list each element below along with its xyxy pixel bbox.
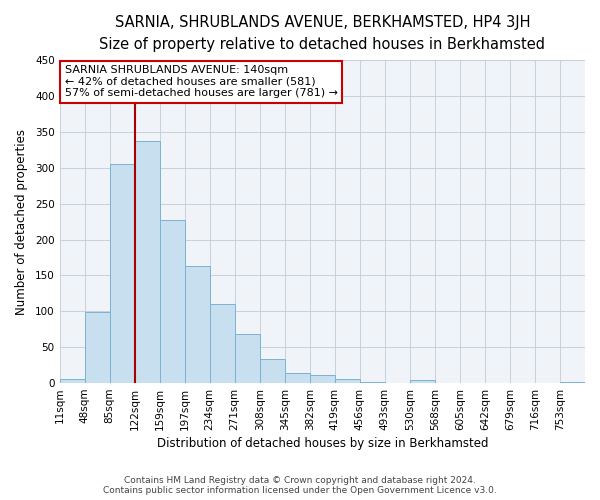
Bar [335, 380, 360, 383]
Bar [134, 140, 160, 383]
Bar [185, 266, 209, 383]
Text: SARNIA SHRUBLANDS AVENUE: 140sqm
← 42% of detached houses are smaller (581)
57% : SARNIA SHRUBLANDS AVENUE: 140sqm ← 42% o… [65, 65, 338, 98]
X-axis label: Distribution of detached houses by size in Berkhamsted: Distribution of detached houses by size … [157, 437, 488, 450]
Bar [160, 220, 185, 383]
Title: SARNIA, SHRUBLANDS AVENUE, BERKHAMSTED, HP4 3JH
Size of property relative to det: SARNIA, SHRUBLANDS AVENUE, BERKHAMSTED, … [99, 15, 545, 52]
Text: Contains HM Land Registry data © Crown copyright and database right 2024.
Contai: Contains HM Land Registry data © Crown c… [103, 476, 497, 495]
Y-axis label: Number of detached properties: Number of detached properties [15, 128, 28, 314]
Bar [360, 382, 385, 383]
Bar [85, 312, 110, 383]
Bar [59, 380, 85, 383]
Bar [310, 375, 335, 383]
Bar [285, 373, 310, 383]
Bar [410, 380, 435, 383]
Bar [235, 334, 260, 383]
Bar [110, 164, 134, 383]
Bar [560, 382, 585, 383]
Bar [209, 304, 235, 383]
Bar [260, 358, 285, 383]
